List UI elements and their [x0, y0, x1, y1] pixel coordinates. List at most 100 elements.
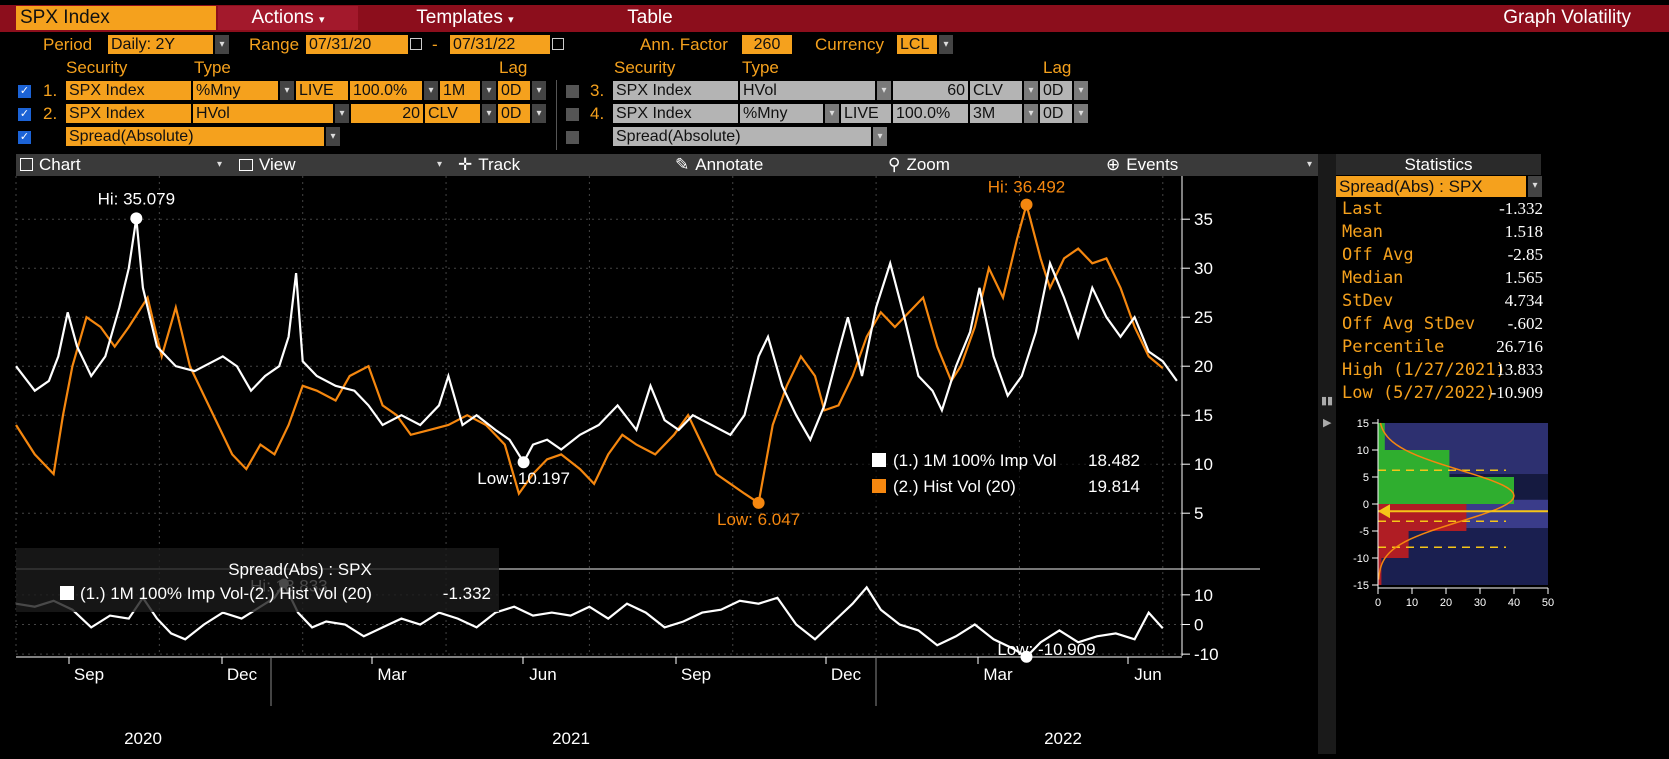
series-3-type[interactable]: HVol: [740, 81, 875, 100]
series-4-mode[interactable]: LIVE: [841, 104, 891, 123]
chevron-down-icon[interactable]: ▾: [825, 104, 839, 123]
zoom-button[interactable]: ⚲ Zoom: [888, 154, 950, 176]
type-header: Type: [742, 58, 779, 77]
series-2-checkbox[interactable]: ✓: [18, 108, 31, 121]
spread-2-select[interactable]: Spread(Absolute): [613, 127, 871, 146]
lower-series: [15, 581, 1164, 659]
y-tick-label: 10: [1194, 455, 1213, 474]
series-2-mode[interactable]: CLV: [425, 104, 480, 123]
play-icon[interactable]: ▶: [1323, 417, 1332, 429]
chevron-down-icon[interactable]: ▾: [1074, 104, 1088, 123]
series-1-moneyness[interactable]: 100.0%: [350, 81, 422, 100]
series-2-security[interactable]: SPX Index: [66, 104, 191, 123]
series-1-security[interactable]: SPX Index: [66, 81, 191, 100]
chevron-down-icon[interactable]: ▾: [437, 159, 443, 170]
templates-menu[interactable]: Templates ▾: [385, 6, 545, 30]
series-4-checkbox[interactable]: [566, 108, 579, 121]
y-tick-label: 10: [1194, 586, 1213, 605]
series-1-checkbox[interactable]: ✓: [18, 85, 31, 98]
series-1-mode[interactable]: LIVE: [296, 81, 348, 100]
spread-checkbox[interactable]: ✓: [18, 131, 31, 144]
year-label: 2020: [124, 729, 162, 748]
spread-select[interactable]: Spread(Absolute): [66, 127, 324, 146]
calendar-icon[interactable]: [410, 38, 422, 50]
chevron-down-icon[interactable]: ▾: [873, 127, 887, 146]
track-button[interactable]: ✛ Track: [458, 154, 520, 176]
chevron-down-icon[interactable]: ▾: [482, 81, 496, 100]
legend-value: 19.814: [1088, 477, 1140, 496]
view-button[interactable]: View: [239, 154, 296, 176]
range-label: Range: [249, 35, 300, 54]
series-1-lag[interactable]: 0D: [498, 81, 530, 100]
chevron-down-icon[interactable]: ▾: [482, 104, 496, 123]
chevron-down-icon[interactable]: ▾: [1307, 159, 1313, 170]
series-4-type[interactable]: %Mny: [740, 104, 823, 123]
statistics-series-select[interactable]: Spread(Abs) : SPX: [1336, 176, 1526, 197]
events-button[interactable]: ⊕ Events: [1106, 154, 1178, 176]
chevron-down-icon[interactable]: ▾: [532, 104, 546, 123]
statistics-value: -.602: [1507, 314, 1543, 333]
histogram-bar: [1378, 423, 1385, 450]
chevron-down-icon[interactable]: ▾: [424, 81, 438, 100]
period-select[interactable]: Daily: 2Y: [108, 35, 213, 54]
chart-button[interactable]: Chart: [20, 154, 81, 176]
chevron-down-icon[interactable]: ▾: [1024, 104, 1038, 123]
series-3-mode[interactable]: CLV: [970, 81, 1022, 100]
upper-grid: [15, 176, 1182, 656]
chevron-down-icon[interactable]: ▾: [939, 35, 953, 54]
security-ticker-input[interactable]: SPX Index: [16, 6, 216, 30]
bar-chart-icon[interactable]: ▮▮: [1321, 395, 1334, 407]
legend-swatch: [60, 586, 74, 600]
series-2-window[interactable]: 20: [351, 104, 423, 123]
series-4-moneyness[interactable]: 100.0%: [893, 104, 968, 123]
chevron-down-icon[interactable]: ▾: [1024, 81, 1038, 100]
extreme-label: Low: 6.047: [717, 510, 800, 529]
row-number: 2.: [43, 104, 58, 123]
series-2-lag[interactable]: 0D: [498, 104, 530, 123]
row-number: 3.: [590, 81, 605, 100]
series-4-tenor[interactable]: 3M: [970, 104, 1022, 123]
series-1-tenor[interactable]: 1M: [440, 81, 480, 100]
legend-swatch: [872, 453, 886, 467]
statistics-value: -2.85: [1507, 245, 1543, 264]
annotate-button[interactable]: ✎ Annotate: [675, 154, 763, 176]
series-2-type[interactable]: HVol: [193, 104, 333, 123]
series-3-lag[interactable]: 0D: [1040, 81, 1072, 100]
series-1-type[interactable]: %Mny: [193, 81, 278, 100]
spread-2-checkbox[interactable]: [566, 131, 579, 144]
histogram-marks: -15 -10 -5 0 5 10 15 0 10 20 30 40 50: [1353, 418, 1554, 609]
chevron-down-icon[interactable]: ▾: [1074, 81, 1088, 100]
chevron-down-icon[interactable]: ▾: [532, 81, 546, 100]
y-tick-label: 35: [1194, 210, 1213, 229]
ann-factor-input[interactable]: 260: [742, 35, 792, 54]
extreme-label: Low: 10.197: [477, 469, 570, 488]
range-start-input[interactable]: 07/31/20: [306, 35, 408, 54]
series-3-window[interactable]: 60: [893, 81, 968, 100]
annotate-button-label: Annotate: [695, 155, 764, 174]
actions-menu[interactable]: Actions ▾: [218, 6, 358, 30]
lower-y-axis: -10 0 10: [1181, 548, 1219, 664]
calendar-icon[interactable]: [552, 38, 564, 50]
table-menu[interactable]: Table: [585, 6, 715, 30]
chevron-down-icon[interactable]: ▾: [877, 81, 891, 100]
currency-select[interactable]: LCL: [897, 35, 937, 54]
chevron-down-icon[interactable]: ▾: [326, 127, 340, 146]
series-3-checkbox[interactable]: [566, 85, 579, 98]
statistics-label: Mean: [1342, 222, 1383, 242]
range-end-input[interactable]: 07/31/22: [450, 35, 550, 54]
templates-menu-label: Templates: [416, 7, 503, 28]
upper-annotations: Hi: 35.079 Low: 10.197 Hi: 36.492 Low: 6.04…: [98, 178, 1066, 529]
chevron-down-icon[interactable]: ▾: [217, 159, 223, 170]
series-4-lag[interactable]: 0D: [1040, 104, 1072, 123]
chevron-down-icon[interactable]: ▾: [335, 104, 349, 123]
hist-x-tick-label: 50: [1542, 597, 1554, 609]
chevron-down-icon[interactable]: ▾: [215, 35, 229, 54]
series-3-security[interactable]: SPX Index: [613, 81, 738, 100]
series-4-security[interactable]: SPX Index: [613, 104, 738, 123]
row-number: 4.: [590, 104, 605, 123]
extreme-marker: [517, 456, 530, 469]
chevron-down-icon[interactable]: ▾: [1528, 176, 1542, 197]
chevron-down-icon[interactable]: ▾: [280, 81, 294, 100]
magnifier-icon: ⚲: [888, 155, 901, 174]
